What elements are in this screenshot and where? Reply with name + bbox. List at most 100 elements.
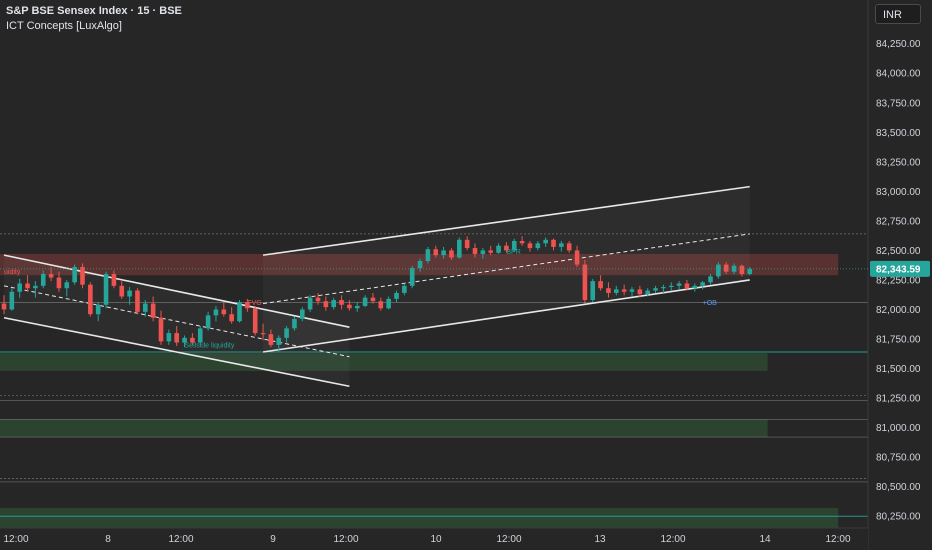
- candle[interactable]: [480, 248, 486, 259]
- candle[interactable]: [292, 316, 297, 331]
- candle[interactable]: [135, 288, 140, 315]
- candle[interactable]: [300, 307, 305, 322]
- candle[interactable]: [378, 297, 384, 311]
- candle[interactable]: [64, 279, 70, 297]
- time-axis[interactable]: 12:00 8 12:00 9 12:00 10 12:00 13 12:00 14 12:00: [0, 527, 868, 550]
- candle[interactable]: [1, 295, 7, 315]
- candle[interactable]: [323, 296, 329, 311]
- candle[interactable]: [496, 243, 501, 254]
- candle[interactable]: [40, 270, 46, 289]
- candle[interactable]: [80, 263, 85, 289]
- candle[interactable]: [143, 300, 148, 317]
- candle[interactable]: [668, 282, 674, 291]
- candle[interactable]: [237, 300, 242, 323]
- currency-button[interactable]: INR: [875, 4, 921, 24]
- candle[interactable]: [268, 329, 274, 348]
- candle[interactable]: [527, 240, 533, 252]
- candle[interactable]: [158, 310, 164, 345]
- candle[interactable]: [676, 281, 682, 290]
- candle[interactable]: [574, 245, 580, 267]
- candle[interactable]: [708, 274, 713, 285]
- candle[interactable]: [95, 302, 101, 322]
- candle[interactable]: [386, 296, 391, 310]
- candle[interactable]: [88, 282, 93, 317]
- candle[interactable]: [307, 295, 313, 312]
- candle[interactable]: [535, 240, 541, 251]
- candle[interactable]: [731, 263, 737, 275]
- candle[interactable]: [252, 305, 258, 336]
- candle[interactable]: [229, 307, 234, 324]
- candle[interactable]: [182, 335, 187, 348]
- candle[interactable]: [245, 298, 250, 312]
- candle[interactable]: [590, 278, 596, 303]
- candle[interactable]: [9, 288, 15, 311]
- candle[interactable]: [566, 240, 572, 253]
- candles-layer[interactable]: [1, 236, 753, 352]
- candle[interactable]: [700, 281, 705, 290]
- symbol-title[interactable]: S&P BSE Sensex Index · 15 · BSE: [6, 5, 182, 17]
- indicator-label[interactable]: ICT Concepts [LuxAlgo]: [6, 20, 122, 32]
- candle[interactable]: [692, 283, 698, 292]
- candle[interactable]: [221, 302, 227, 317]
- candle[interactable]: [260, 323, 266, 341]
- candle[interactable]: [205, 311, 211, 331]
- candle[interactable]: [637, 285, 643, 298]
- candle[interactable]: [370, 292, 376, 304]
- candle[interactable]: [17, 278, 22, 298]
- candle[interactable]: [72, 264, 77, 285]
- candle[interactable]: [111, 270, 117, 289]
- candle[interactable]: [598, 275, 603, 291]
- candle[interactable]: [457, 237, 462, 259]
- candle[interactable]: [394, 290, 399, 303]
- candle[interactable]: [190, 333, 195, 345]
- candle[interactable]: [25, 275, 30, 292]
- candle[interactable]: [488, 245, 493, 256]
- candle[interactable]: [284, 326, 289, 343]
- candle[interactable]: [716, 262, 721, 279]
- candle[interactable]: [339, 295, 344, 310]
- candle[interactable]: [551, 238, 556, 251]
- candle[interactable]: [174, 326, 179, 347]
- candle[interactable]: [684, 279, 690, 291]
- candle[interactable]: [56, 271, 62, 292]
- candle[interactable]: [739, 264, 745, 277]
- candle[interactable]: [48, 266, 54, 282]
- candle[interactable]: [621, 284, 627, 296]
- candle[interactable]: [402, 283, 407, 296]
- candle[interactable]: [723, 262, 729, 275]
- candle[interactable]: [472, 243, 478, 258]
- candle[interactable]: [645, 288, 650, 297]
- candle[interactable]: [747, 266, 753, 276]
- candle[interactable]: [150, 296, 156, 322]
- candle[interactable]: [315, 292, 321, 305]
- candle[interactable]: [449, 248, 454, 260]
- candle[interactable]: [629, 287, 635, 297]
- candle[interactable]: [354, 302, 360, 312]
- candle[interactable]: [276, 335, 282, 352]
- candle[interactable]: [582, 259, 588, 304]
- candle[interactable]: [166, 329, 172, 345]
- candle[interactable]: [197, 326, 203, 345]
- candle[interactable]: [559, 240, 564, 252]
- candle[interactable]: [119, 279, 125, 299]
- candle[interactable]: [464, 236, 470, 251]
- candle[interactable]: [519, 236, 525, 246]
- candle[interactable]: [653, 285, 658, 293]
- candle[interactable]: [409, 265, 415, 289]
- candle[interactable]: [433, 245, 439, 258]
- candle[interactable]: [425, 246, 431, 264]
- candle[interactable]: [103, 271, 109, 309]
- candle[interactable]: [362, 295, 368, 308]
- candle[interactable]: [511, 238, 517, 252]
- candle[interactable]: [504, 242, 509, 253]
- candle[interactable]: [606, 282, 611, 298]
- candle[interactable]: [33, 281, 38, 298]
- candle[interactable]: [213, 305, 219, 322]
- candle[interactable]: [441, 246, 446, 259]
- candle[interactable]: [417, 258, 423, 272]
- last-price-badge[interactable]: [870, 260, 930, 277]
- candle[interactable]: [614, 285, 619, 296]
